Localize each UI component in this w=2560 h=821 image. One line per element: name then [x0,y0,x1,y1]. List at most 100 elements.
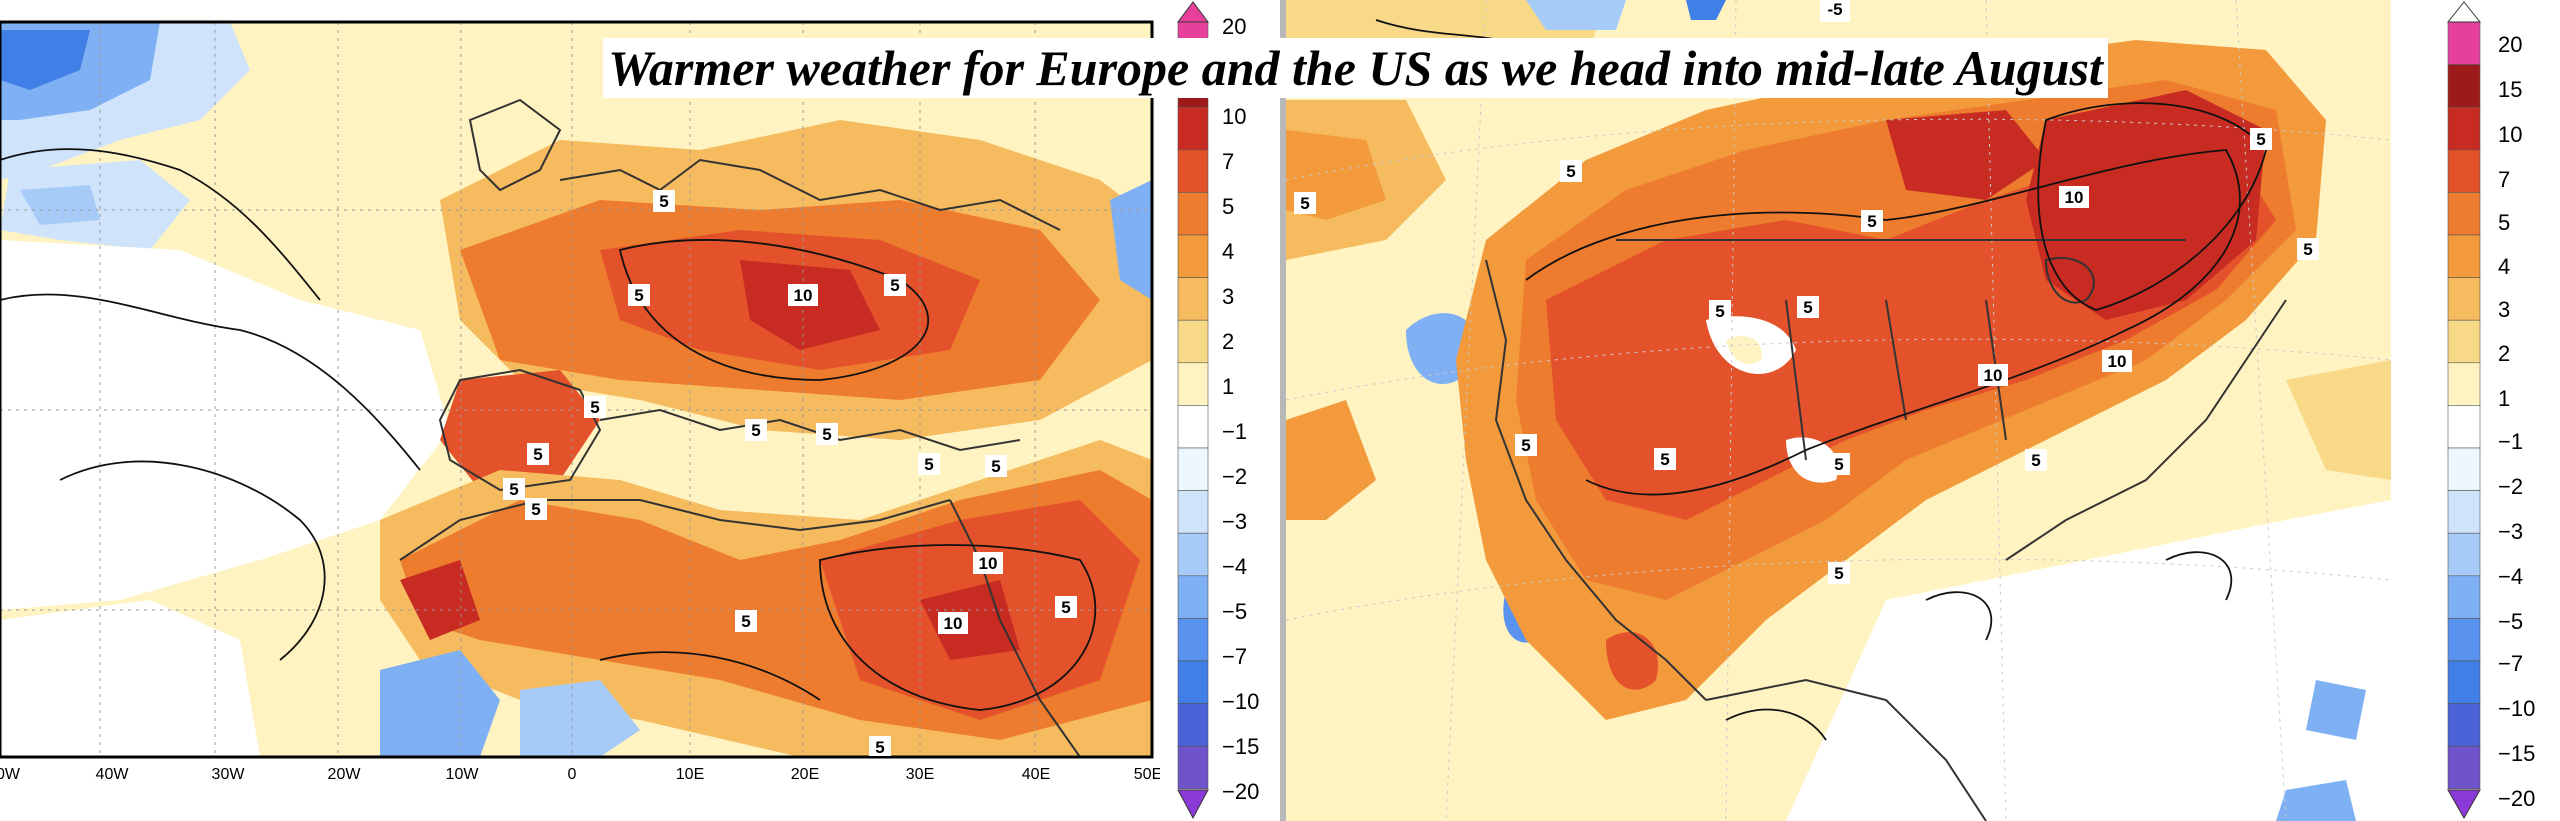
contour-label: 5 [1660,450,1669,469]
colorbar-cell [1177,234,1209,278]
usa-anomaly-field [1286,0,2391,821]
colorbar-top-arrow [2446,1,2482,23]
page-title: Warmer weather for Europe and the US as … [603,38,2108,98]
colorbar-cell [2447,277,2481,321]
x-tick-label: 40W [96,766,130,783]
colorbar-cell [1177,447,1209,491]
colorbar-label: −4 [1222,554,1247,579]
colorbar-cell [2447,21,2481,65]
x-tick-label: 40E [1022,766,1050,783]
colorbar-cell [1177,532,1209,577]
colorbar-cell [2447,660,2481,704]
colorbar-cell [1177,106,1209,151]
colorbar-label: −10 [1222,689,1259,714]
colorbar-bottom-arrow [1177,789,1209,820]
colorbar-label: −7 [1222,644,1247,669]
panel-divider [1280,0,1286,821]
contour-label: 5 [1566,162,1575,181]
contour-label: 5 [2303,240,2312,259]
right-colorbar: 20 15 10 7 5 4 3 2 1 −1 −2 −3 −4 −5 −7 −… [2396,0,2560,821]
contour-label: 5 [1867,212,1876,231]
colorbar-label: 15 [2498,77,2522,102]
x-tick-label: 0 [568,766,577,783]
colorbar-bottom-arrow [2447,789,2481,820]
colorbar-label: 2 [1222,329,1234,354]
contour-label: 5 [1300,194,1309,213]
europe-anomaly-map: 5 10 5 5 5 5 5 5 5 5 5 5 10 10 5 5 5 0W … [0,0,1160,821]
colorbar-label: −15 [2498,741,2535,766]
europe-anomaly-field [0,22,1152,757]
colorbar-label: −4 [2498,564,2523,589]
x-tick-label: 20W [328,766,362,783]
colorbar-cell [1177,575,1209,619]
contour-label: 10 [794,286,813,305]
colorbar-cell [2447,106,2481,151]
colorbar-label: −20 [2498,786,2535,811]
colorbar-cell [2447,319,2481,364]
contour-label: 5 [1715,302,1724,321]
colorbar-cell [2447,618,2481,662]
page-title-text: Warmer weather for Europe and the US as … [608,40,2103,96]
colorbar-label: 1 [2498,386,2510,411]
contour-label: 5 [590,398,599,417]
colorbar-label: 7 [1222,149,1234,174]
colorbar-label: −2 [1222,464,1247,489]
x-tick-label: 20E [791,766,819,783]
contour-label: 10 [2108,352,2127,371]
contour-label: 5 [924,455,933,474]
left-colorbar-cells [1177,21,1209,790]
colorbar-label: 20 [1222,14,1246,39]
left-colorbar: 20 10 7 5 4 3 2 1 −1 −2 −3 −4 −5 −7 −10 … [1160,0,1280,821]
colorbar-label: −1 [2498,429,2523,454]
contour-label: 5 [1834,564,1843,583]
colorbar-label: −3 [2498,519,2523,544]
contour-label: 5 [1834,455,1843,474]
colorbar-label: 10 [1222,104,1246,129]
colorbar-cell [1177,745,1209,790]
contour-label: 5 [1061,598,1070,617]
contour-label: 5 [509,480,518,499]
contour-label: 10 [2065,188,2084,207]
contour-label: -5 [1827,0,1842,19]
x-tick-label: 30E [906,766,934,783]
x-tick-label: 50E [1134,766,1160,783]
colorbar-label: −15 [1222,734,1259,759]
colorbar-label: −7 [2498,651,2523,676]
colorbar-cell [2447,532,2481,577]
x-tick-label: 30W [212,766,246,783]
colorbar-cell [1177,362,1209,406]
colorbar-label: 3 [2498,297,2510,322]
colorbar-label: 5 [2498,210,2510,235]
colorbar-cell [2447,149,2481,193]
contour-label: 5 [1521,436,1530,455]
colorbar-cell [1177,277,1209,321]
colorbar-cell [2447,362,2481,406]
colorbar-cell [2447,405,2481,449]
colorbar-cell [1177,618,1209,662]
colorbar-cell [2447,192,2481,236]
contour-label: 5 [533,445,542,464]
colorbar-label: 20 [2498,32,2522,57]
colorbar-cell [2447,490,2481,534]
contour-label: 5 [634,286,643,305]
colorbar-cell [2447,447,2481,491]
colorbar-label: −5 [1222,599,1247,624]
right-colorbar-cells [2447,21,2481,790]
contour-label: 10 [979,554,998,573]
x-tick-label: 10E [676,766,704,783]
colorbar-label: 4 [1222,239,1234,264]
contour-label: 10 [944,614,963,633]
colorbar-label: −5 [2498,609,2523,634]
contour-label: 5 [751,421,760,440]
x-tick-label: 10W [446,766,480,783]
colorbar-cell [1177,660,1209,704]
colorbar-cell [2447,703,2481,747]
contour-label: 5 [659,192,668,211]
colorbar-cell [1177,703,1209,747]
contour-label: 10 [1984,366,2003,385]
colorbar-cell [1177,319,1209,364]
usa-anomaly-map: -5 5 5 5 5 10 5 5 5 10 10 5 5 5 5 5 [1286,0,2391,821]
colorbar-top-arrow [1177,1,1209,23]
contour-label: 5 [2256,130,2265,149]
x-tick-label: 0W [0,766,21,783]
